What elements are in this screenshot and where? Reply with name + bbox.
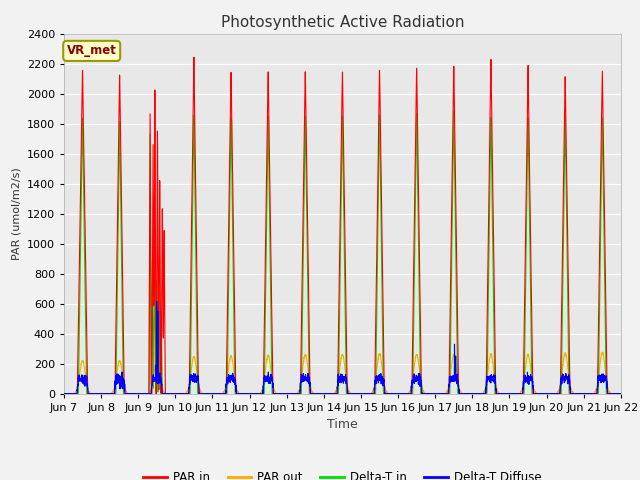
Text: VR_met: VR_met — [67, 44, 116, 58]
X-axis label: Time: Time — [327, 418, 358, 431]
Y-axis label: PAR (umol/m2/s): PAR (umol/m2/s) — [11, 167, 21, 260]
Legend: PAR in, PAR out, Delta-T in, Delta-T Diffuse: PAR in, PAR out, Delta-T in, Delta-T Dif… — [139, 466, 546, 480]
Title: Photosynthetic Active Radiation: Photosynthetic Active Radiation — [221, 15, 464, 30]
